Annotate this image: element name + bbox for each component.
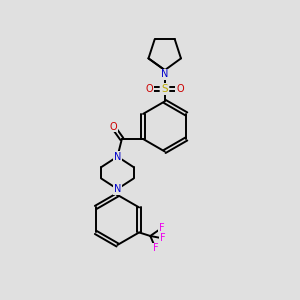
Text: O: O bbox=[146, 84, 153, 94]
Text: F: F bbox=[153, 243, 158, 253]
Text: O: O bbox=[176, 84, 184, 94]
Text: F: F bbox=[159, 223, 165, 233]
Text: O: O bbox=[109, 122, 117, 132]
Text: N: N bbox=[161, 69, 168, 79]
Text: N: N bbox=[114, 152, 121, 162]
Text: S: S bbox=[161, 84, 168, 94]
Text: F: F bbox=[160, 233, 166, 243]
Text: N: N bbox=[114, 184, 121, 194]
